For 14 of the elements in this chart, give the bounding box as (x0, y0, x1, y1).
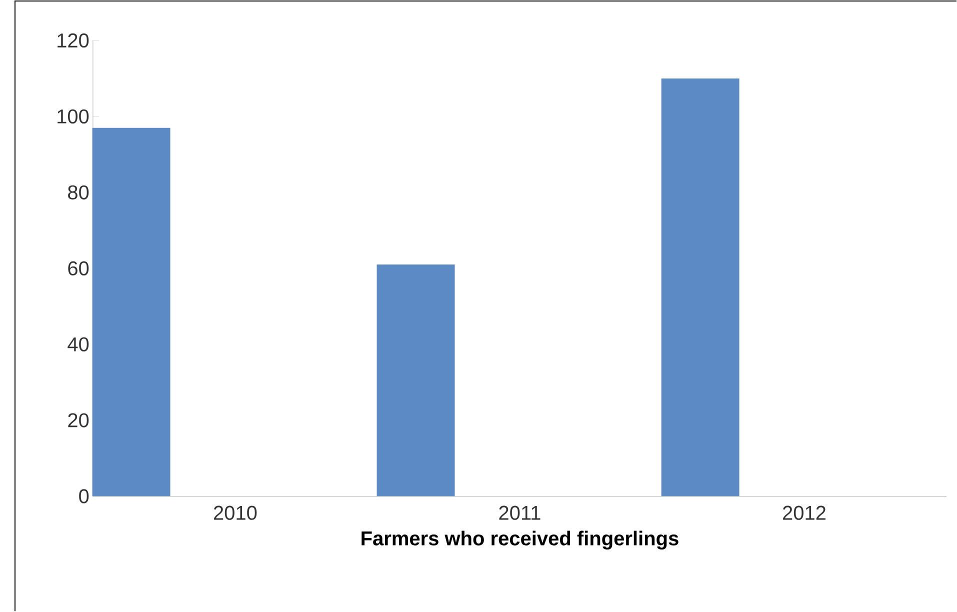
x-tick-label: 2012 (783, 506, 826, 520)
y-tick-label: 120 (58, 34, 89, 48)
bar (661, 78, 740, 496)
x-axis-title: Farmers who received fingerlings (362, 530, 678, 550)
y-tick-label: 100 (58, 110, 89, 124)
bar (376, 264, 455, 496)
x-tick-label: 2010 (214, 506, 257, 520)
y-tick-label: 20 (68, 413, 89, 428)
y-tick-label: 40 (68, 337, 89, 352)
x-tick-label: 2011 (499, 506, 540, 520)
y-tick-label: 0 (79, 489, 89, 504)
y-tick-label: 80 (68, 185, 89, 200)
y-tick-label: 60 (68, 261, 89, 276)
bar (92, 128, 170, 496)
